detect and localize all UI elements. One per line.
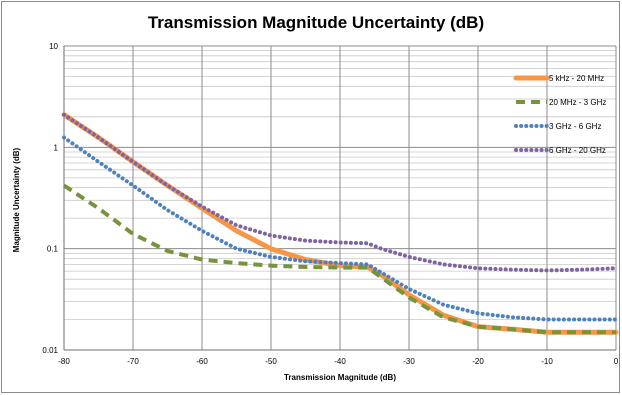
x-tick-label: 0 — [614, 357, 619, 366]
axes — [63, 46, 616, 351]
x-tick-label: -20 — [472, 357, 484, 366]
chart-title: Transmission Magnitude Uncertainty (dB) — [148, 13, 484, 32]
tick-labels: -80 -70 -60 -50 -40 -30 -20 -10 0 0.01 0.1 1 10 — [42, 42, 618, 366]
x-tick-label: -10 — [541, 357, 553, 366]
x-tick-label: -40 — [334, 357, 346, 366]
x-tick-label: -80 — [58, 357, 70, 366]
legend-label: 3 GHz - 6 GHz — [549, 122, 601, 131]
x-tick-label: -60 — [196, 357, 208, 366]
series-line-4 — [62, 112, 618, 273]
x-tick-label: -50 — [265, 357, 277, 366]
legend-label: 6 GHz - 20 GHz — [549, 146, 606, 155]
y-tick-label: 0.1 — [47, 245, 59, 254]
grid-lines — [63, 45, 617, 351]
legend-label: 20 MHz - 3 GHz — [549, 98, 606, 107]
y-tick-label: 0.01 — [42, 346, 58, 355]
legend: 5 kHz - 20 MHz 20 MHz - 3 GHz 3 GHz - 6 GH… — [513, 74, 606, 155]
y-axis-label: Magnitude Uncertainty (dB) — [12, 147, 21, 252]
x-axis-label: Transmission Magnitude (dB) — [284, 373, 396, 382]
x-tick-label: -70 — [127, 357, 139, 366]
series-lines — [61, 112, 619, 335]
y-tick-label: 10 — [49, 42, 58, 51]
x-tick-label: -30 — [403, 357, 415, 366]
legend-label: 5 kHz - 20 MHz — [549, 74, 604, 83]
series-line-3 — [62, 135, 618, 322]
y-tick-label: 1 — [54, 143, 59, 152]
